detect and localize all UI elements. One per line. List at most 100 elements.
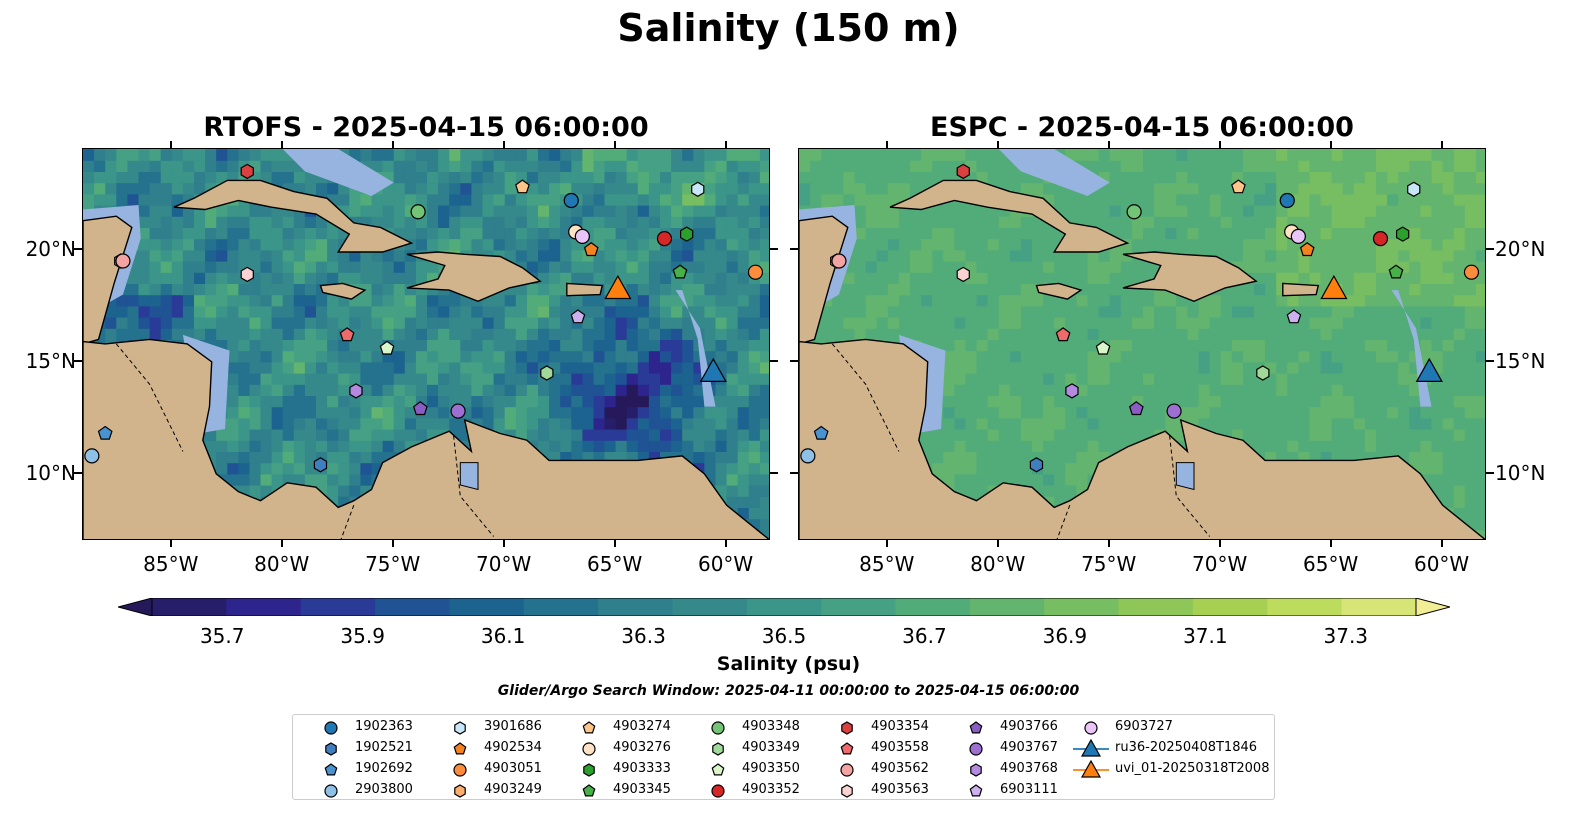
float-4903558 xyxy=(339,327,355,342)
legend-label: 3901686 xyxy=(484,719,542,734)
colorbar-tick-label: 37.1 xyxy=(1183,624,1228,648)
legend-label: 4903768 xyxy=(1000,761,1058,776)
float-4903333 xyxy=(1395,226,1410,242)
land-puertorico xyxy=(566,282,604,297)
pentagon-marker-icon xyxy=(582,721,596,734)
legend-marker xyxy=(453,763,467,777)
float-4903558 xyxy=(1055,327,1071,342)
colorbar-segment xyxy=(1192,598,1268,616)
lon-tick xyxy=(885,141,888,148)
panel-title-espc: ESPC - 2025-04-15 06:00:00 xyxy=(930,112,1354,143)
colorbar-label: Salinity (psu) xyxy=(716,653,861,675)
lon-tick xyxy=(1107,540,1110,547)
lon-tick xyxy=(169,540,172,547)
float-4903348 xyxy=(1126,204,1142,220)
legend-marker xyxy=(324,784,338,798)
lon-tick xyxy=(1440,141,1443,148)
legend-marker xyxy=(582,721,596,734)
float-6903727 xyxy=(1290,228,1306,244)
float-4903768 xyxy=(1065,383,1079,399)
colorbar-segment xyxy=(1341,598,1417,616)
lon-tick xyxy=(613,141,616,148)
legend-label: 4903352 xyxy=(742,782,800,797)
lat-tick xyxy=(74,471,82,474)
land-honduras xyxy=(799,338,1485,539)
legend-label: 1902521 xyxy=(355,740,413,755)
lon-label: 70°W xyxy=(1192,552,1248,576)
float-2903800 xyxy=(84,448,100,464)
border-line xyxy=(831,343,900,452)
float-4903274 xyxy=(515,179,530,194)
float-4903349 xyxy=(1256,365,1270,381)
legend-marker xyxy=(840,742,854,755)
float-legend: 1902363 1902521 1902692 2903800 3901686 49025… xyxy=(292,714,1275,800)
search-window-caption: Glider/Argo Search Window: 2025-04-11 00… xyxy=(497,683,1080,699)
lat-tick xyxy=(790,247,798,250)
legend-marker xyxy=(454,784,466,798)
lat-label: 20°N xyxy=(25,236,76,261)
lon-tick xyxy=(996,141,999,148)
float-4903766 xyxy=(1128,401,1144,416)
lon-tick xyxy=(1329,540,1332,547)
float-1902363 xyxy=(1279,192,1295,209)
float-1902692 xyxy=(97,425,113,440)
legend-marker xyxy=(841,784,853,798)
lon-label: 75°W xyxy=(1081,552,1137,576)
colorbar-segment xyxy=(226,598,302,616)
shelf-bahamas xyxy=(282,149,394,196)
pentagon-marker-icon xyxy=(840,742,854,755)
legend-marker xyxy=(583,763,595,777)
float-uvi_01-20250318T2008 xyxy=(604,274,632,300)
panel-title-rtofs: RTOFS - 2025-04-15 06:00:00 xyxy=(203,112,649,143)
colorbar-segment xyxy=(598,598,673,616)
legend-marker xyxy=(454,721,466,735)
lat-tick xyxy=(74,359,82,362)
float-4902534 xyxy=(583,242,599,257)
float-6903727 xyxy=(574,228,590,244)
lat-label: 20°N xyxy=(1495,236,1546,261)
float-1902363 xyxy=(563,192,579,209)
float-uvi_01-20250318T2008 xyxy=(1320,274,1348,300)
hexagon-marker-icon xyxy=(583,763,595,777)
lat-label: 15°N xyxy=(25,348,76,373)
float-4903274 xyxy=(1231,179,1246,194)
legend-marker xyxy=(1084,721,1098,735)
legend-label: 4903249 xyxy=(484,782,542,797)
legend-marker xyxy=(840,763,854,777)
legend-marker xyxy=(1080,739,1102,757)
legend-label: ru36-20250408T1846 xyxy=(1115,740,1258,755)
colorbar-tick-label: 36.9 xyxy=(1042,624,1088,648)
lon-tick xyxy=(169,141,172,148)
float-4903354 xyxy=(956,163,970,180)
colorbar-under-extend xyxy=(118,598,153,616)
circle-marker-icon xyxy=(711,784,725,798)
circle-marker-icon xyxy=(711,721,725,735)
colorbar-segment xyxy=(375,598,450,616)
lat-tick xyxy=(770,359,778,362)
lon-label: 80°W xyxy=(254,552,310,576)
figure-title: Salinity (150 m) xyxy=(617,6,960,50)
hexagon-marker-icon xyxy=(712,742,724,756)
land-hispaniola xyxy=(406,251,542,303)
lon-label: 85°W xyxy=(859,552,915,576)
legend-label: 4903333 xyxy=(613,761,671,776)
lat-tick xyxy=(790,471,798,474)
float-4903352 xyxy=(1372,230,1389,247)
colorbar-tick-label: 36.7 xyxy=(902,624,947,648)
float-4903767 xyxy=(1166,403,1182,419)
colorbar-segment xyxy=(1267,598,1343,616)
pentagon-marker-icon xyxy=(324,763,338,776)
lon-label: 70°W xyxy=(476,552,532,576)
lat-tick xyxy=(770,247,778,250)
lon-label: 85°W xyxy=(143,552,199,576)
land-cuba xyxy=(889,179,1130,253)
hexagon-marker-icon xyxy=(454,721,466,735)
float-4903767 xyxy=(450,403,466,419)
legend-label: 4903558 xyxy=(871,740,929,755)
colorbar-segment xyxy=(152,598,227,616)
hexagon-marker-icon xyxy=(454,784,466,798)
circle-marker-icon xyxy=(324,721,338,735)
lon-tick xyxy=(502,540,505,547)
float-4903345 xyxy=(1388,264,1404,279)
colorbar-tick-label: 35.7 xyxy=(199,624,245,648)
